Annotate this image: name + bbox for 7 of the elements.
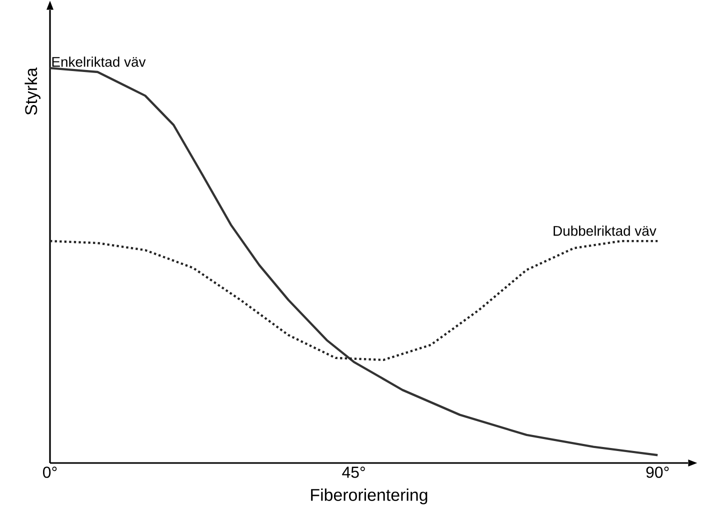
x-axis-title: Fiberorientering bbox=[311, 488, 428, 504]
x-tick-label: 90° bbox=[646, 466, 669, 478]
x-tick-label: 0° bbox=[43, 466, 57, 478]
series-label: Enkelriktad väv bbox=[52, 56, 146, 67]
series-label: Dubbelriktad väv bbox=[554, 226, 656, 236]
x-tick-label: 45° bbox=[342, 466, 365, 478]
y-axis-title: Styrka bbox=[24, 68, 40, 115]
